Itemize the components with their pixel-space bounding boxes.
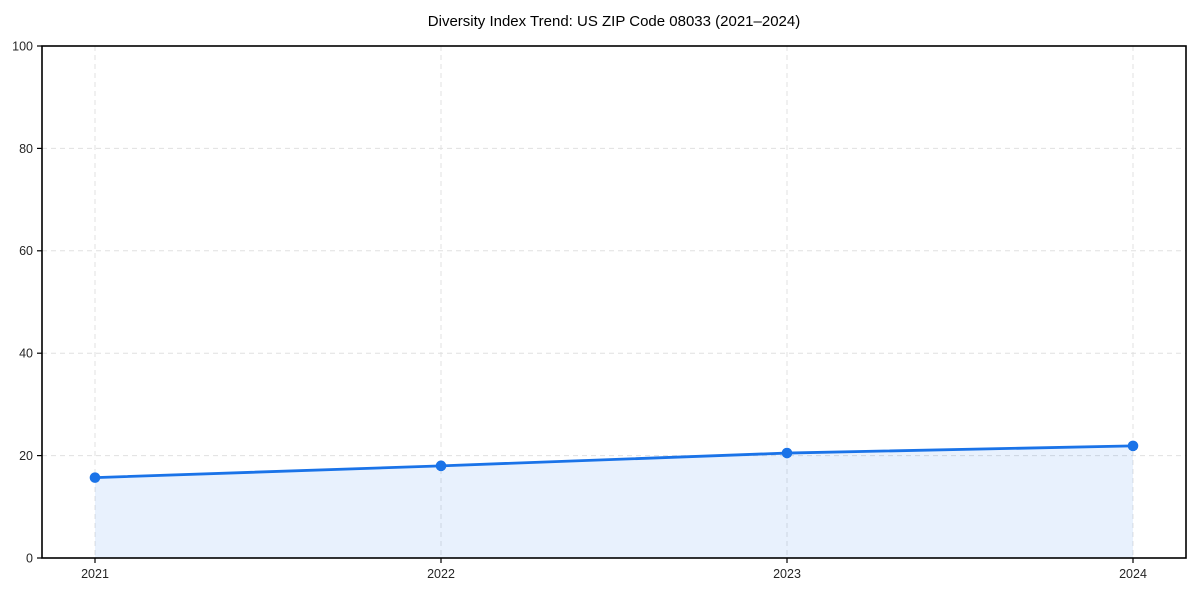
y-tick-label-0: 0 <box>26 551 33 565</box>
data-point-2021 <box>89 472 101 483</box>
y-tick-label-80: 80 <box>19 142 33 156</box>
data-point-2023 <box>781 447 793 459</box>
data-point-2024 <box>1127 440 1139 452</box>
x-tick-label-2021: 2021 <box>81 567 109 581</box>
trend-line <box>93 444 1135 480</box>
axis-frame <box>41 45 1187 559</box>
y-tick-label-20: 20 <box>19 449 33 463</box>
chart-title: Diversity Index Trend: US ZIP Code 08033… <box>427 13 801 30</box>
y-tick-label-60: 60 <box>19 244 33 258</box>
y-tick-label-100: 100 <box>12 39 33 53</box>
x-tick-label-2022: 2022 <box>427 567 455 581</box>
x-tick-label-2024: 2024 <box>1119 567 1147 581</box>
x-tick-label-2023: 2023 <box>773 567 801 581</box>
data-point-2022 <box>435 460 447 472</box>
y-tick-label-40: 40 <box>19 347 33 361</box>
area-fill <box>95 445 1133 558</box>
